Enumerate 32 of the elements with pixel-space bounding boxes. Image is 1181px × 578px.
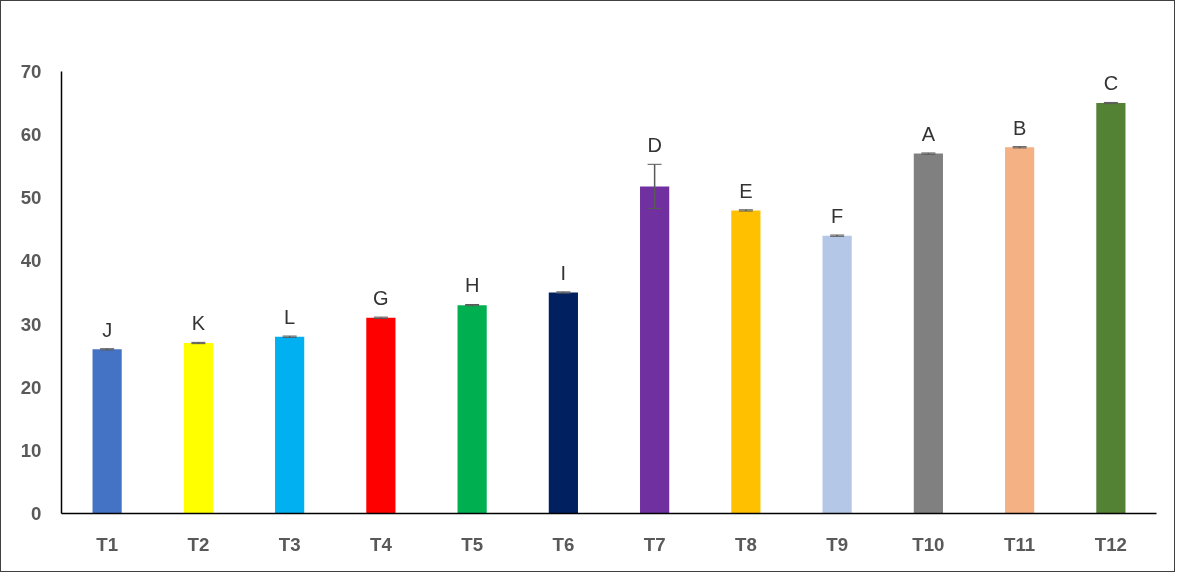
annotation: E (739, 179, 753, 202)
annotation: I (560, 261, 567, 284)
y-tick-label: 0 (31, 503, 42, 524)
x-tick-label: T12 (1094, 533, 1127, 555)
x-tick-label: T7 (643, 533, 666, 555)
x-tick-label: T2 (187, 533, 210, 555)
x-tick-label: T8 (734, 533, 757, 555)
x-tick-label: T5 (461, 533, 484, 555)
y-tick-label: 60 (20, 124, 42, 146)
y-tick-label: 10 (20, 439, 42, 461)
annotation: G (373, 287, 389, 310)
annotation: H (464, 274, 480, 297)
y-tick-label: 70 (20, 61, 42, 82)
x-tick-label: T4 (369, 533, 393, 555)
annotation: B (1012, 116, 1027, 139)
annotation: J (102, 318, 113, 341)
x-tick-label: T9 (826, 533, 849, 555)
y-tick-label: 20 (20, 376, 42, 398)
y-tick-label: 50 (20, 187, 42, 209)
x-tick-label: T6 (552, 533, 575, 555)
x-tick-label: T1 (96, 533, 119, 555)
annotation: F (831, 205, 844, 228)
annotation: K (191, 312, 206, 335)
annotation: C (1103, 72, 1119, 95)
annotation: L (284, 306, 296, 329)
annotation: A (921, 122, 936, 145)
y-tick-label: 40 (20, 250, 42, 272)
annotation: D (647, 134, 662, 157)
x-tick-label: T11 (1004, 533, 1036, 555)
y-tick-label: 30 (20, 313, 42, 335)
x-tick-label: T10 (912, 533, 945, 555)
x-tick-label: T3 (278, 533, 301, 555)
